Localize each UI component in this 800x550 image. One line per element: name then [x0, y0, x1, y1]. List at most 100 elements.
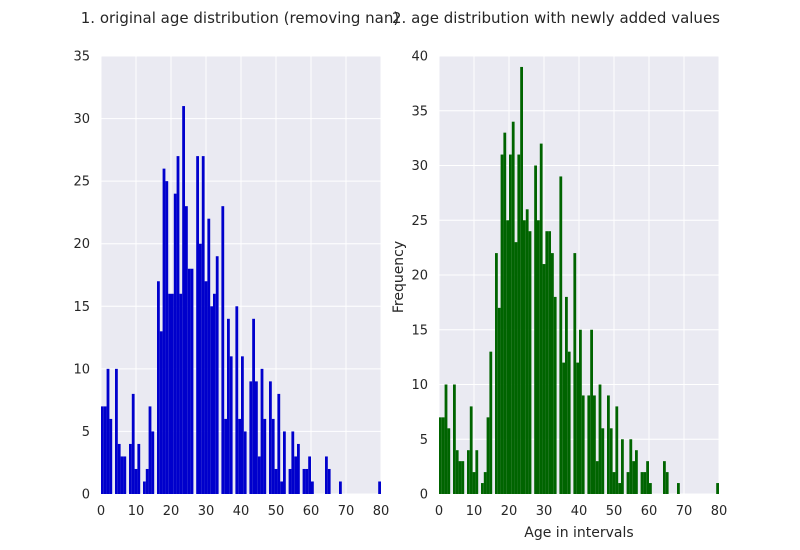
histogram-bar — [291, 431, 295, 494]
histogram-bar — [534, 165, 537, 494]
histogram-bar — [509, 154, 512, 495]
y-tick-label: 20 — [411, 269, 428, 284]
x-tick-label: 80 — [711, 504, 728, 519]
histogram-bar — [503, 132, 507, 494]
histogram-bar — [562, 362, 565, 494]
histogram-bar — [548, 231, 551, 494]
histogram-bar — [587, 395, 591, 494]
histogram-bar — [215, 256, 219, 494]
histogram-bar — [663, 461, 666, 494]
histogram-bar — [629, 439, 633, 494]
histogram-bar — [528, 231, 532, 494]
histogram-bar — [207, 218, 211, 494]
x-tick-label: 0 — [97, 504, 105, 519]
y-tick-label: 15 — [73, 300, 90, 315]
histogram-bar — [224, 418, 227, 494]
y-tick-label: 20 — [73, 237, 90, 252]
histogram-bar — [573, 253, 577, 494]
histogram-bar — [579, 329, 582, 494]
histogram-bar — [123, 456, 127, 494]
histogram-bar — [263, 418, 267, 494]
x-tick-label: 50 — [606, 504, 623, 519]
histogram-bar — [469, 406, 473, 494]
histogram-bar — [455, 450, 459, 494]
histogram-bar — [257, 456, 261, 494]
y-tick-label: 10 — [73, 362, 90, 377]
histogram-bar — [539, 143, 543, 494]
histogram-bar — [241, 356, 244, 494]
y-tick-label: 5 — [420, 433, 428, 448]
y-tick-label: 0 — [420, 488, 428, 503]
histogram-bar — [646, 461, 649, 494]
x-tick-label: 50 — [268, 504, 285, 519]
histogram-bar — [444, 384, 448, 494]
histogram-bar — [210, 306, 213, 494]
histogram-bar — [176, 156, 180, 494]
histogram-bar — [327, 468, 331, 494]
x-tick-label: 80 — [373, 504, 390, 519]
histogram-bar — [598, 384, 602, 494]
x-tick-label: 60 — [641, 504, 658, 519]
histogram-bar — [213, 293, 216, 494]
histogram-bar — [168, 293, 171, 494]
histogram-bar — [537, 220, 540, 494]
histogram-bar — [467, 450, 470, 494]
histogram-bar — [447, 428, 451, 494]
x-tick-label: 30 — [536, 504, 553, 519]
y-tick-label: 25 — [73, 175, 90, 190]
histogram-bar — [520, 66, 523, 494]
histogram-bar — [252, 318, 255, 494]
histogram-bar — [201, 156, 205, 494]
histogram-bar — [461, 461, 465, 494]
histogram-bar — [576, 362, 579, 494]
histogram-bar — [481, 483, 484, 494]
histogram-bar — [162, 168, 166, 494]
histogram-bar — [129, 443, 132, 494]
histogram-bar — [643, 472, 647, 494]
histogram-bar — [453, 384, 456, 494]
histogram-bar — [339, 481, 342, 494]
x-tick-label: 30 — [198, 504, 215, 519]
x-tick-label: 60 — [303, 504, 320, 519]
histogram-bar — [311, 481, 314, 494]
histogram-bar — [581, 395, 585, 494]
y-tick-label: 35 — [411, 104, 428, 119]
y-tick-label: 35 — [73, 50, 90, 65]
x-tick-label: 40 — [571, 504, 588, 519]
histogram-bar — [297, 443, 300, 494]
x-tick-label: 10 — [128, 504, 145, 519]
histogram-bar — [165, 181, 169, 494]
histogram-bar — [621, 439, 624, 494]
histogram-bar — [305, 468, 309, 494]
histogram-bar — [137, 443, 141, 494]
histogram-bar — [635, 450, 638, 494]
histogram-bar — [551, 253, 554, 494]
histogram-bar — [274, 468, 278, 494]
histogram-bar — [475, 450, 479, 494]
histogram-bar — [204, 281, 208, 494]
histogram-bar — [553, 296, 557, 494]
histogram-bar — [187, 268, 191, 494]
histogram-bar — [525, 209, 529, 495]
histogram-bar — [196, 156, 199, 494]
x-tick-label: 20 — [163, 504, 180, 519]
histogram-bar — [302, 468, 306, 494]
histogram-bar — [523, 220, 526, 494]
histogram-bar — [483, 472, 487, 494]
y-tick-label: 30 — [73, 112, 90, 127]
histogram-bar — [151, 431, 155, 494]
histogram-bar — [517, 154, 521, 495]
histogram-bar — [489, 351, 493, 494]
histogram-bar — [235, 306, 239, 494]
histogram-bar — [618, 483, 621, 494]
y-tick-label: 30 — [411, 159, 428, 174]
histogram-bar — [511, 121, 515, 494]
histogram-bar — [640, 472, 644, 494]
histogram-panel-original: 0 10 20 30 40 50 60 70 80 0 5 10 15 20 25 30 35 — [73, 50, 389, 520]
histogram-bar — [199, 243, 202, 494]
histogram-bar — [221, 206, 225, 494]
y-tick-label: 10 — [411, 378, 428, 393]
histogram-bar — [439, 417, 442, 494]
histogram-bar — [601, 428, 605, 494]
histogram-bar — [506, 220, 509, 494]
